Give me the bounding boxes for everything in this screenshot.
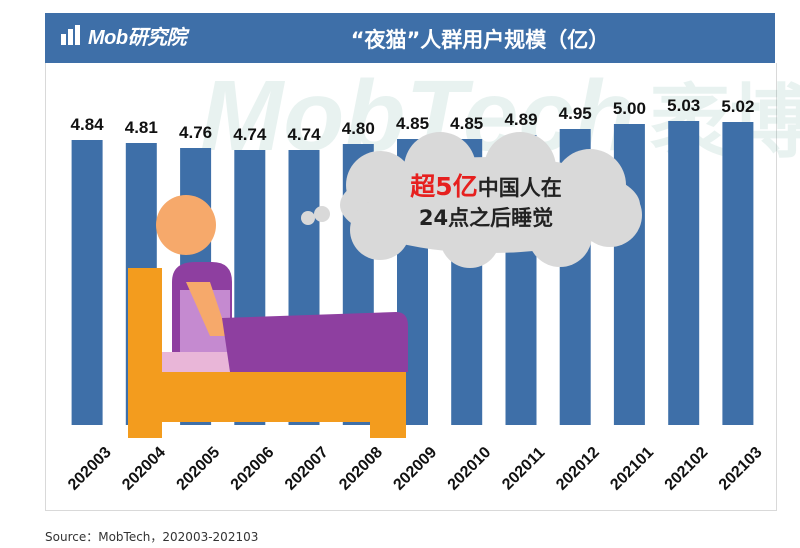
callout-text: 超5亿中国人在 24点之后睡觉 xyxy=(356,172,616,233)
callout-line1-rest: 中国人在 xyxy=(477,176,562,200)
x-tick-202010: 202010 xyxy=(445,444,495,494)
callout-line-2: 24点之后睡觉 xyxy=(418,206,554,230)
x-tick-labels: 202003 202004 202005 202006 202007 202008 2020… xyxy=(65,444,766,494)
chart-title: “夜猫”人群用户规模（亿） xyxy=(350,28,610,52)
logo-icon xyxy=(61,25,80,45)
x-tick-202008: 202008 xyxy=(336,444,386,494)
x-tick-202007: 202007 xyxy=(282,444,332,494)
value-label-202010: 4.85 xyxy=(450,114,483,133)
x-tick-202103: 202103 xyxy=(716,444,766,494)
callout-line-1: 超5亿中国人在 xyxy=(356,172,616,203)
value-label-202005: 4.76 xyxy=(179,123,212,142)
plot-border xyxy=(45,63,777,511)
value-label-202103: 5.02 xyxy=(721,97,754,116)
value-label-202003: 4.84 xyxy=(71,115,105,134)
sleeping-person-illustration xyxy=(128,195,408,438)
value-label-202008: 4.80 xyxy=(342,119,375,138)
bar-202103 xyxy=(722,122,754,425)
x-tick-202004: 202004 xyxy=(119,444,169,494)
value-label-202009: 4.85 xyxy=(396,114,429,133)
value-labels: 4.84 4.81 4.76 4.74 4.74 4.80 4.85 4.85 4.89 4.95… xyxy=(71,96,755,144)
value-label-202012: 4.95 xyxy=(559,104,592,123)
x-tick-202102: 202102 xyxy=(662,444,712,494)
value-label-202007: 4.74 xyxy=(287,125,321,144)
x-tick-202009: 202009 xyxy=(390,444,440,494)
logo: Mob研究院 xyxy=(60,20,187,50)
value-label-202101: 5.00 xyxy=(613,99,646,118)
title-bar xyxy=(45,13,775,63)
callout-highlight: 超5亿 xyxy=(410,172,478,201)
value-label-202006: 4.74 xyxy=(233,125,267,144)
x-tick-202011: 202011 xyxy=(499,444,548,493)
value-label-202011: 4.89 xyxy=(504,110,537,129)
x-tick-202003: 202003 xyxy=(65,444,115,494)
value-label-202004: 4.81 xyxy=(125,118,158,137)
bar-202003 xyxy=(71,140,103,425)
x-tick-202101: 202101 xyxy=(607,444,657,494)
bar-202102 xyxy=(668,121,700,425)
x-tick-202006: 202006 xyxy=(228,444,278,494)
logo-text: Mob研究院 xyxy=(88,26,187,49)
thought-cloud xyxy=(301,132,642,268)
source-note: Source：MobTech，202003-202103 xyxy=(45,530,259,544)
x-tick-202012: 202012 xyxy=(553,444,603,494)
x-tick-202005: 202005 xyxy=(174,444,224,494)
value-label-202102: 5.03 xyxy=(667,96,700,115)
